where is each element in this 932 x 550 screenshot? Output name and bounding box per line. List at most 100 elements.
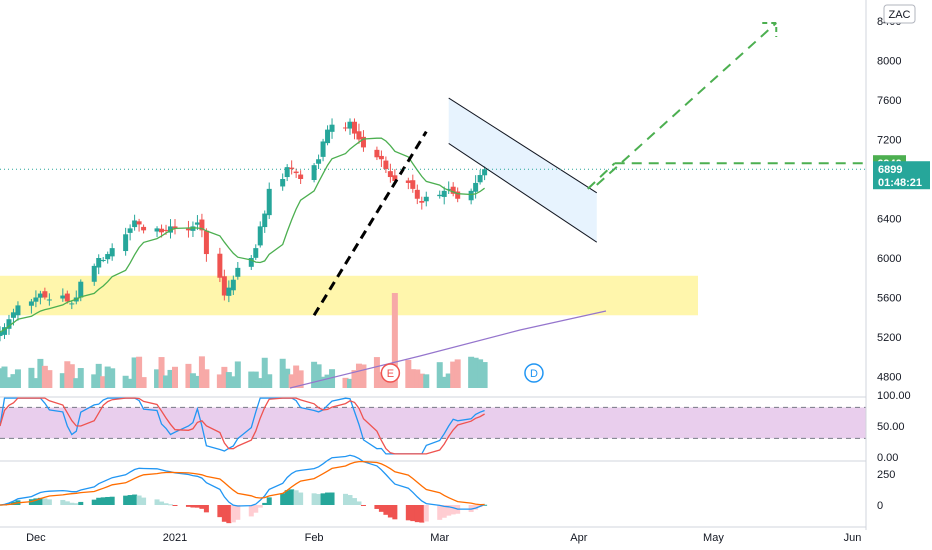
candle-body[interactable]	[360, 136, 366, 148]
projection-breakout-line[interactable]	[587, 162, 616, 190]
candle-body[interactable]	[217, 253, 223, 278]
candle-body[interactable]	[60, 295, 66, 299]
candle-body[interactable]	[37, 293, 43, 298]
candle-body[interactable]	[6, 319, 12, 329]
candle-body[interactable]	[280, 179, 286, 187]
projection-target-line[interactable]	[596, 22, 777, 186]
candle-body[interactable]	[123, 234, 129, 252]
candle-body[interactable]	[100, 259, 106, 261]
candle-body[interactable]	[132, 220, 138, 228]
candle-body[interactable]	[383, 160, 389, 170]
symbol-badge-box[interactable]	[883, 4, 916, 24]
candle-body[interactable]	[1, 327, 7, 335]
candle-body[interactable]	[262, 213, 268, 228]
candle-body[interactable]	[159, 228, 165, 233]
candle-body[interactable]	[450, 186, 456, 194]
symbol-badge[interactable]: ZAC	[883, 4, 916, 24]
candle-body[interactable]	[289, 167, 295, 170]
candle-body[interactable]	[141, 226, 147, 231]
candle-body[interactable]	[203, 230, 209, 255]
candle-body[interactable]	[266, 188, 272, 216]
candle-body[interactable]	[28, 301, 34, 306]
event-marker-d[interactable]: D	[524, 363, 544, 383]
event-marker-e[interactable]: E	[380, 363, 401, 383]
candle-body[interactable]	[163, 229, 169, 231]
candle-body[interactable]	[473, 182, 479, 192]
event-marker-circle[interactable]	[380, 363, 401, 383]
candle-body[interactable]	[325, 129, 331, 144]
uptrend-dashed-line[interactable]	[312, 130, 428, 317]
channel-lower-line[interactable]	[448, 143, 598, 243]
candle-body[interactable]	[33, 297, 39, 302]
candlestick-series[interactable]	[0, 118, 488, 342]
candle-body[interactable]	[221, 276, 227, 296]
candle-body[interactable]	[46, 299, 52, 301]
candle-body[interactable]	[414, 189, 420, 199]
candle-body[interactable]	[15, 305, 21, 316]
candle-body[interactable]	[374, 149, 380, 158]
candle-body[interactable]	[329, 124, 335, 132]
candle-body[interactable]	[468, 190, 474, 201]
time-axis[interactable]: Dec 2021 Feb Mar Apr May Jun	[0, 526, 866, 544]
symbol-badge-text: ZAC	[889, 9, 911, 21]
candle-body[interactable]	[320, 141, 326, 157]
candle-body[interactable]	[455, 191, 461, 199]
candle-body[interactable]	[311, 165, 317, 181]
candle-body[interactable]	[185, 228, 191, 231]
candle-body[interactable]	[91, 265, 97, 282]
volume-bar	[59, 373, 66, 388]
candle-body[interactable]	[127, 228, 133, 233]
candle-body[interactable]	[351, 121, 357, 134]
candle-body[interactable]	[194, 222, 200, 225]
candle-body[interactable]	[190, 226, 196, 231]
candle-body[interactable]	[105, 254, 111, 260]
candle-body[interactable]	[172, 226, 178, 229]
candle-body[interactable]	[257, 226, 263, 246]
candle-body[interactable]	[482, 169, 488, 176]
candle-body[interactable]	[109, 248, 115, 257]
candle-body[interactable]	[230, 279, 236, 291]
volume-bar	[257, 378, 264, 388]
price-axis[interactable]: 8400800076007200680064006000560052004800…	[865, 0, 932, 550]
candle-body[interactable]	[0, 332, 3, 337]
candle-body[interactable]	[154, 228, 160, 232]
candle-body[interactable]	[69, 303, 75, 305]
candle-body[interactable]	[441, 190, 447, 197]
candle-body[interactable]	[343, 127, 349, 129]
candle-body[interactable]	[405, 180, 411, 183]
candle-body[interactable]	[96, 258, 102, 268]
candle-body[interactable]	[446, 188, 452, 190]
candle-body[interactable]	[235, 267, 241, 277]
volume-bar	[472, 357, 479, 388]
candle-body[interactable]	[248, 258, 254, 267]
candle-body[interactable]	[226, 287, 232, 296]
event-marker-circle[interactable]	[524, 363, 544, 383]
candle-body[interactable]	[42, 291, 48, 298]
candle-body[interactable]	[477, 175, 483, 183]
candle-body[interactable]	[199, 219, 205, 231]
rsi-panel	[0, 396, 866, 455]
candle-body[interactable]	[423, 196, 429, 202]
candle-body[interactable]	[316, 159, 322, 164]
candle-body[interactable]	[253, 248, 259, 258]
candle-body[interactable]	[437, 194, 443, 197]
candle-body[interactable]	[410, 180, 416, 189]
candle-body[interactable]	[378, 155, 384, 160]
candle-body[interactable]	[392, 175, 398, 181]
candle-body[interactable]	[347, 121, 353, 129]
candle-body[interactable]	[419, 200, 425, 203]
candle-body[interactable]	[387, 171, 393, 178]
channel-upper-line[interactable]	[448, 97, 598, 194]
candle-body[interactable]	[136, 221, 142, 225]
candle-body[interactable]	[64, 293, 70, 302]
candle-body[interactable]	[356, 131, 362, 140]
macd-histogram-bar	[266, 497, 272, 505]
candle-body[interactable]	[168, 226, 174, 233]
candle-body[interactable]	[78, 281, 84, 298]
candle-body[interactable]	[284, 167, 290, 178]
candle-body[interactable]	[298, 174, 304, 179]
candle-body[interactable]	[293, 171, 299, 174]
candle-body[interactable]	[10, 312, 16, 318]
